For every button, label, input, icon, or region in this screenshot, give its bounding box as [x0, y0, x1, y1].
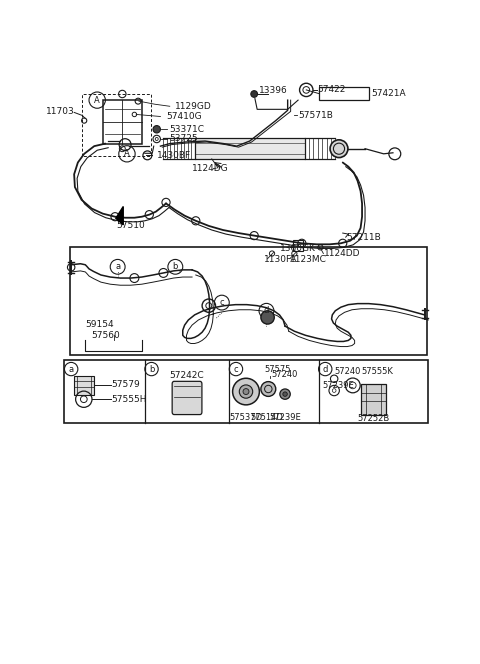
Text: d: d [323, 365, 328, 374]
Text: 57579: 57579 [112, 380, 141, 389]
Text: 11703: 11703 [46, 108, 75, 116]
Text: 57252B: 57252B [357, 414, 390, 423]
Polygon shape [116, 207, 123, 225]
Text: d: d [264, 306, 269, 315]
Text: a: a [69, 365, 74, 374]
Ellipse shape [153, 125, 160, 133]
Ellipse shape [261, 382, 276, 396]
Text: 1130FA: 1130FA [264, 255, 297, 264]
Ellipse shape [280, 389, 290, 399]
Ellipse shape [251, 91, 258, 98]
Text: 57410G: 57410G [166, 112, 202, 121]
FancyBboxPatch shape [172, 381, 202, 414]
Text: 1123MC: 1123MC [290, 255, 327, 264]
Ellipse shape [233, 378, 259, 405]
Text: A: A [124, 149, 130, 158]
Ellipse shape [240, 385, 252, 398]
Text: 53725: 53725 [170, 135, 198, 143]
Bar [319, 88, 369, 100]
Text: b: b [173, 262, 178, 272]
Text: 57555K: 57555K [361, 367, 393, 376]
Text: A: A [95, 96, 100, 105]
Bar [71, 248, 427, 355]
Text: 57571B: 57571B [298, 111, 333, 120]
Text: 57239E: 57239E [322, 381, 354, 390]
Text: 57240: 57240 [271, 370, 298, 378]
Text: 57421A: 57421A [372, 89, 407, 98]
Text: a: a [115, 262, 120, 272]
FancyBboxPatch shape [74, 376, 94, 395]
Ellipse shape [261, 311, 274, 324]
Bar [64, 360, 428, 423]
Text: 57240: 57240 [334, 367, 360, 376]
Ellipse shape [330, 140, 348, 157]
Text: b: b [149, 365, 154, 374]
Text: 1430BF: 1430BF [156, 151, 191, 160]
Bar [293, 240, 302, 252]
Text: 53371C: 53371C [170, 125, 205, 133]
Text: 57560: 57560 [92, 331, 120, 340]
Text: 57422: 57422 [317, 85, 346, 94]
Text: 59154: 59154 [85, 319, 114, 329]
Text: 57242C: 57242C [170, 371, 204, 380]
Text: c: c [219, 298, 224, 307]
Text: 13396: 13396 [259, 86, 288, 96]
Text: 57510: 57510 [117, 221, 145, 230]
Text: 1360GK: 1360GK [279, 244, 315, 253]
Text: 57239E: 57239E [269, 412, 301, 422]
Text: 1124DG: 1124DG [192, 164, 228, 173]
Bar [103, 100, 142, 143]
Text: 57555H: 57555H [112, 394, 147, 404]
Text: 57537D: 57537D [229, 412, 263, 422]
Ellipse shape [243, 388, 249, 394]
Bar [195, 138, 305, 159]
Text: 57514D: 57514D [250, 412, 283, 422]
Ellipse shape [283, 392, 288, 396]
Text: 57211B: 57211B [347, 232, 381, 242]
Text: c: c [234, 365, 238, 374]
Text: 1124DD: 1124DD [324, 249, 360, 258]
Text: 57575: 57575 [264, 365, 291, 374]
FancyBboxPatch shape [361, 384, 385, 415]
Text: 1129GD: 1129GD [175, 102, 212, 111]
